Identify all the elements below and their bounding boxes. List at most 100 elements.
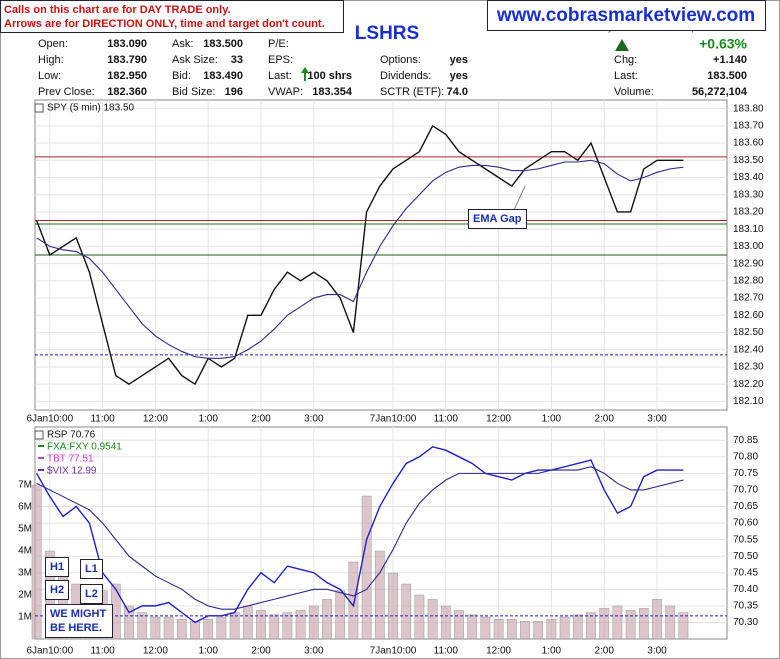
y-tick-label: 182.80 [733,275,764,286]
volume-bar [440,605,451,640]
y-tick-label: 70.40 [733,584,758,595]
x-tick-label: 12:00 [486,646,511,657]
x-tick-label: 11:00 [434,414,459,425]
quote-label: Dividends: [380,70,431,82]
volume-bar [203,618,214,640]
y-tick-label: 182.70 [733,293,764,304]
volume-bar [295,610,306,640]
volume-bar [520,621,530,640]
quote-label: SCTR (ETF): [380,86,444,98]
quote-value: 183.354 [312,86,353,98]
quote-label: High: [38,54,64,66]
annotation: H2 [45,580,70,600]
annotation: WE MIGHT BE HERE. [45,604,113,638]
x-tick-label: 11:00 [90,646,115,657]
y-tick-label: 70.30 [733,617,758,628]
volume-bar [335,590,346,640]
annotation-pointer [513,185,526,211]
volume-bar [652,599,662,640]
last-arrow [301,67,309,73]
volume-bar [269,614,280,640]
volume-bar [612,605,623,640]
y2-tick-label: 6M [18,502,32,513]
x-tick-label: 1:00 [198,646,218,657]
quote-label: Prev Close: [38,86,95,98]
volume-bar [190,621,200,640]
volume-bar [506,618,517,640]
x-tick-label: 12:00 [486,414,511,425]
volume-bar [454,610,464,640]
volume-bar [559,616,570,640]
quote-value: 183.500 [203,38,243,50]
volume-bar [216,616,227,640]
quote-value: 183.500 [707,70,747,82]
y2-tick-label: 4M [18,546,32,557]
y-tick-label: 183.80 [733,103,764,114]
notice: Calls on this chart are for DAY TRADE on… [4,4,231,16]
quote-value: 182.360 [107,86,147,98]
volume-bar [625,610,636,640]
series-line [36,159,684,359]
y-tick-label: 183.20 [733,207,764,218]
volume-bar [163,616,174,640]
volume-bar [665,605,676,640]
legend-entry: RSP 70.76 [47,430,96,441]
y2-tick-label: 2M [18,590,32,601]
volume-bar [229,612,240,640]
x-tick-label: 1:00 [542,414,562,425]
quote-value: +1.140 [713,54,747,66]
volume-bar [282,612,293,640]
x-tick-label: 2:00 [251,414,271,425]
x-tick-label: 2:00 [251,646,271,657]
plots: Open: 183.090 Ask: 183.500 P/E: High: 183.790 A… [18,38,764,657]
y-tick-label: 183.30 [733,189,764,200]
y-tick-label: 70.35 [733,601,758,612]
quote-label: Last: [268,70,292,82]
x-tick-label: 1:00 [198,414,218,425]
volume-bar [242,605,253,640]
series-line [35,124,684,386]
y-tick-label: 70.50 [733,551,758,562]
y-tick-label: 70.60 [733,518,758,529]
volume-bar [388,572,398,640]
y-tick-label: 182.10 [733,396,764,407]
symbol: LSHRS [355,23,419,44]
volume-bar [124,605,134,640]
quote-value: yes [450,70,468,82]
y-tick-label: 182.40 [733,344,764,355]
annotation: L1 [80,559,103,579]
volume-bar [308,605,319,640]
annotation: L2 [80,584,103,604]
quote-value: 183.490 [203,70,243,82]
quote-value: 183.790 [107,54,147,66]
volume-bar [493,618,504,640]
x-tick-label: 1:00 [542,646,562,657]
quote-value: 56,272,104 [692,86,748,98]
x-tick-label: 12:00 [143,414,168,425]
y-tick-label: 182.20 [733,379,764,390]
volume-bar [546,618,557,640]
legend-swatch [38,469,44,471]
website-box [487,0,766,31]
volume-bar [150,616,161,640]
volume-bar [401,583,412,640]
notice-box [0,0,344,33]
legend-swatch [38,445,44,447]
x-tick-label: 6Jan10:00 [26,414,73,425]
volume-bar [467,614,478,640]
quote-label: Bid Size: [172,86,215,98]
y-tick-label: 183.60 [733,138,764,149]
volume-bar [480,616,491,640]
y-tick-label: 70.75 [733,468,758,479]
quote-label: Chg: [614,54,637,66]
legend-entry: FXA:FXY 0.9541 [47,442,122,453]
annotation: H1 [45,557,70,577]
volume-bar [348,561,359,640]
quote-label: P/E: [268,38,289,50]
checkbox [34,103,44,113]
volume-bar [137,612,148,640]
y-tick-label: 182.30 [733,362,764,373]
y-tick-label: 183.50 [733,155,764,166]
y-tick-label: 70.55 [733,534,758,545]
